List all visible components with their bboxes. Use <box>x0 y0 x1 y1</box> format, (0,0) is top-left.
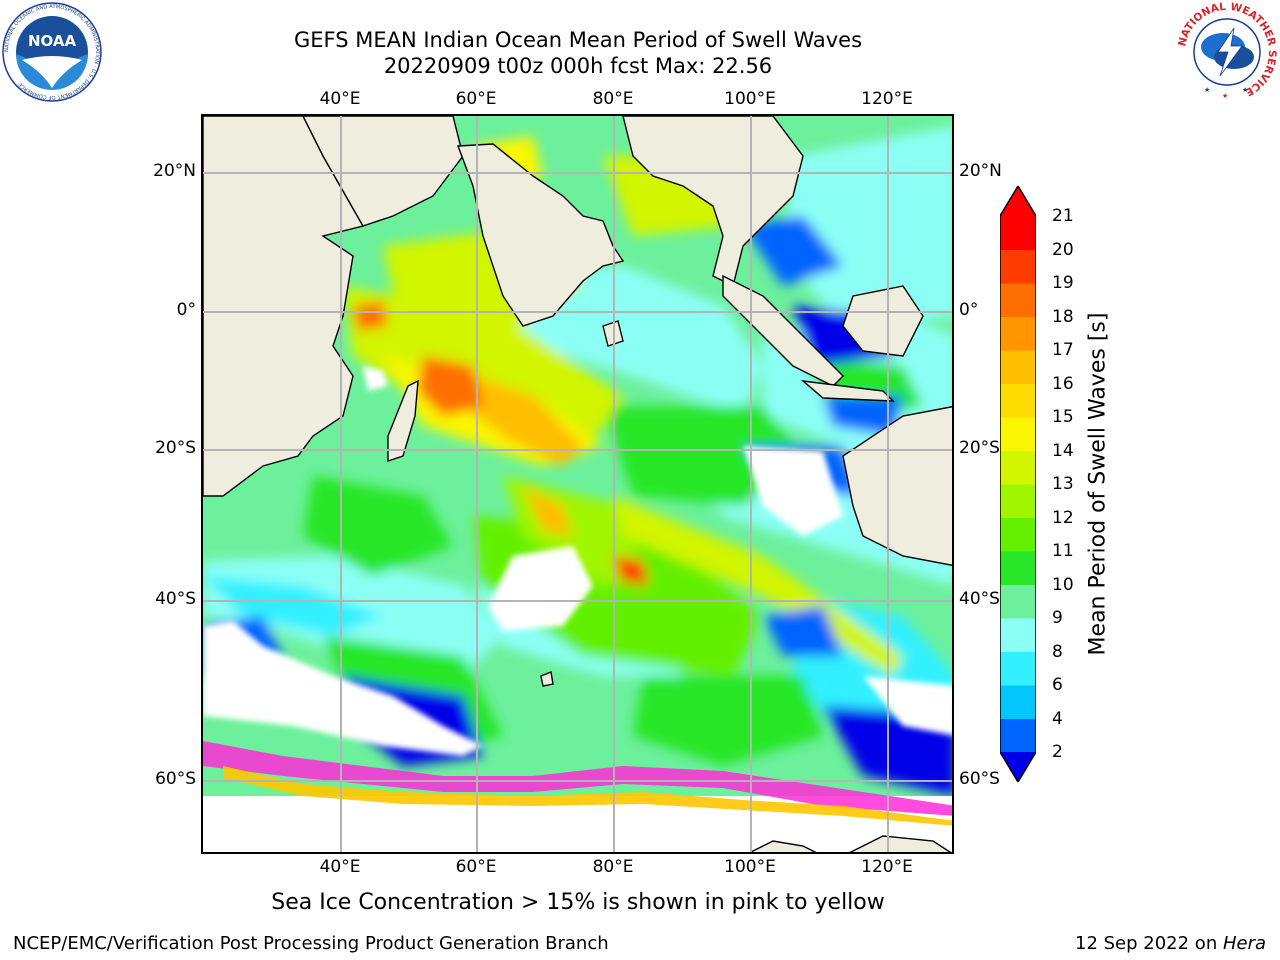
colorbar-tick-label: 15 <box>1052 407 1074 427</box>
colorbar-segment <box>1000 450 1036 485</box>
no-data-patches <box>203 366 952 756</box>
kerguelen-land <box>540 671 554 687</box>
right-lat-label: 20°N <box>959 161 1002 181</box>
nws-logo: NATIONAL WEATHER SERVICE ★ ★ ★ <box>1176 2 1278 100</box>
bottom-lon-label: 80°E <box>592 857 634 877</box>
colorbar-tick-label: 14 <box>1052 440 1074 461</box>
colorbar-tick-label: 12 <box>1052 507 1074 528</box>
left-lat-label: 20°S <box>155 438 196 458</box>
colorbar-segment <box>1000 618 1036 652</box>
left-lat-label: 0° <box>176 300 196 320</box>
colorbar-segment <box>1000 718 1036 753</box>
bottom-lon-label: 60°E <box>455 857 497 877</box>
colorbar-max-arrow <box>1000 186 1036 216</box>
colorbar-segment <box>1000 584 1036 619</box>
bottom-lon-label: 100°E <box>724 857 776 877</box>
swell-period-map <box>203 116 952 852</box>
colorbar-segment <box>1000 484 1036 518</box>
colorbar-tick-label: 10 <box>1052 574 1074 595</box>
colorbar-tick-label: 17 <box>1052 340 1074 360</box>
sea-ice-note: Sea Ice Concentration > 15% is shown in … <box>271 890 885 915</box>
footer-machine: Hera <box>1222 933 1266 954</box>
colorbar-segment <box>1000 216 1036 250</box>
arabia-land <box>302 116 464 227</box>
colorbar-tick-label: 2 <box>1052 742 1063 762</box>
colorbar-segment <box>1000 651 1036 686</box>
sea-ice-yellow <box>223 766 952 826</box>
colorbar-tick-label: 6 <box>1052 675 1063 695</box>
land-masses <box>203 116 952 852</box>
colorbar-segment <box>1000 551 1036 585</box>
noaa-logo: NATIONAL OCEANIC AND ATMOSPHERIC ADMINIS… <box>2 2 102 102</box>
colorbar-segment <box>1000 249 1036 284</box>
top-lon-label: 60°E <box>455 89 497 109</box>
footer-credit: NCEP/EMC/Verification Post Processing Pr… <box>13 933 609 954</box>
colorbar-tick-label: 4 <box>1052 708 1063 729</box>
map-subtitle: 20220909 t00z 000h fcst Max: 22.56 <box>383 54 773 78</box>
right-lat-label: 40°S <box>959 589 1000 609</box>
colorbar-segments <box>1000 216 1036 753</box>
colorbar-tick-label: 13 <box>1052 474 1074 494</box>
colorbar-segment <box>1000 685 1036 719</box>
top-lon-label: 40°E <box>319 89 361 109</box>
top-lon-label: 100°E <box>724 89 776 109</box>
svg-text:★: ★ <box>1222 92 1228 100</box>
colorbar-tick-label: 20 <box>1052 239 1074 260</box>
colorbar-segment <box>1000 316 1036 351</box>
colorbar-tick-label: 11 <box>1052 541 1074 561</box>
madagascar-land <box>387 379 419 462</box>
antarctica-land <box>849 835 952 852</box>
right-lat-label: 0° <box>959 300 979 320</box>
colorbar-label: Mean Period of Swell Waves [s] <box>1085 312 1111 656</box>
bottom-lon-label: 40°E <box>319 857 361 877</box>
top-lon-label: 120°E <box>861 89 913 109</box>
left-lat-label: 60°S <box>155 769 196 789</box>
colorbar-tick-label: 8 <box>1052 641 1063 662</box>
sea-ice-pink <box>203 741 952 816</box>
colorbar-tick-label: 19 <box>1052 273 1074 293</box>
colorbar-tick-label: 18 <box>1052 306 1074 327</box>
right-lat-label: 60°S <box>959 769 1000 789</box>
footer-date: 12 Sep 2022 on Hera <box>1075 933 1266 954</box>
svg-text:★: ★ <box>1204 86 1210 94</box>
colorbar-tick-label: 16 <box>1052 373 1074 394</box>
left-lat-label: 20°N <box>153 161 196 181</box>
colorbar-tick-label: 21 <box>1052 206 1074 226</box>
java-land <box>800 380 895 402</box>
colorbar-tick-label: 9 <box>1052 608 1063 628</box>
colorbar-segment <box>1000 350 1036 384</box>
left-lat-label: 40°S <box>155 589 196 609</box>
footer-date-text: 12 Sep 2022 on <box>1075 933 1223 954</box>
colorbar-segment <box>1000 417 1036 451</box>
colorbar <box>1000 186 1036 782</box>
map-panel[interactable] <box>201 114 954 854</box>
right-lat-label: 20°S <box>959 438 1000 458</box>
australia-land <box>842 406 952 566</box>
colorbar-segment <box>1000 517 1036 552</box>
antarctica-land <box>749 840 817 852</box>
colorbar-segment <box>1000 383 1036 418</box>
bottom-lon-label: 120°E <box>861 857 913 877</box>
borneo-land <box>842 285 924 357</box>
top-lon-label: 80°E <box>592 89 634 109</box>
map-title: GEFS MEAN Indian Ocean Mean Period of Sw… <box>293 28 863 52</box>
colorbar-segment <box>1000 283 1036 317</box>
colorbar-min-arrow <box>1000 752 1036 782</box>
noaa-logo-text: NOAA <box>28 32 77 50</box>
svg-text:★: ★ <box>1242 86 1248 94</box>
graticule <box>203 116 952 852</box>
